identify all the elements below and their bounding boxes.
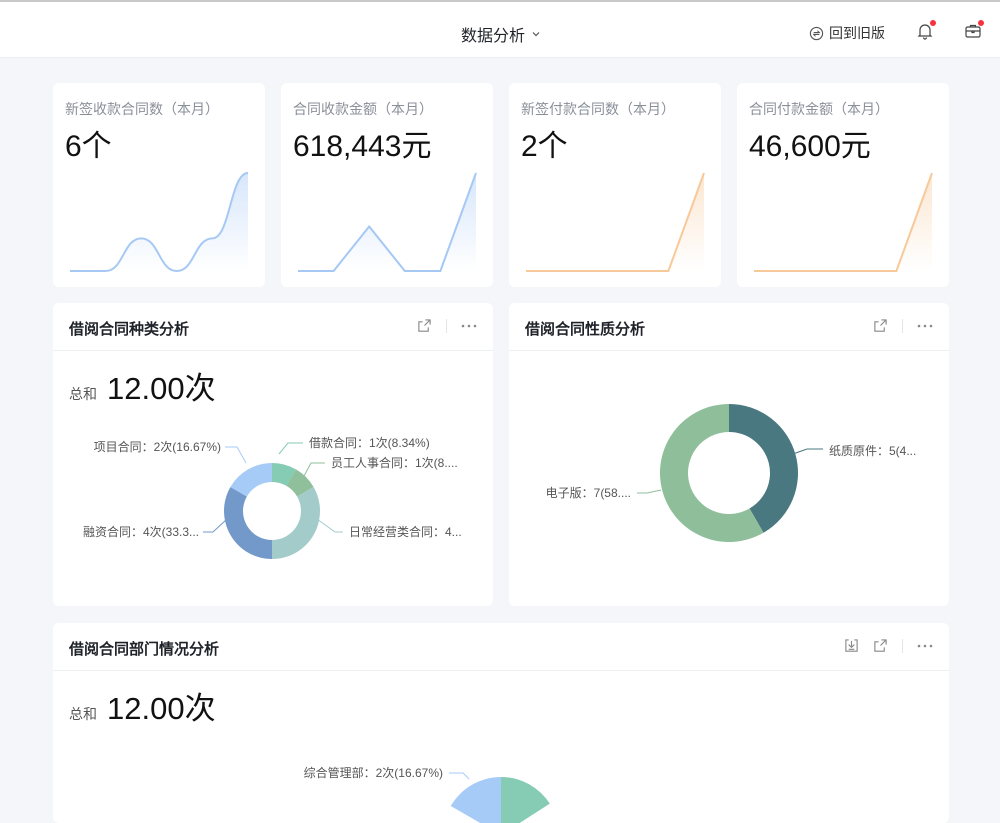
expand-icon[interactable] bbox=[873, 318, 888, 333]
panel-header: 借阅合同部门情况分析 bbox=[53, 623, 949, 671]
switch-icon bbox=[809, 26, 824, 40]
slice-label: 综合管理部：2次(16.67%) bbox=[304, 765, 443, 780]
sum-value: 12.00次 bbox=[107, 691, 216, 726]
expand-icon[interactable] bbox=[417, 318, 432, 333]
slice-label: 融资合同：4次(33.3... bbox=[83, 524, 199, 539]
label-leader-line bbox=[449, 772, 470, 780]
department-pie-chart: 综合管理部：2次(16.67%) bbox=[304, 765, 550, 823]
slice-label: 日常经营类合同：4... bbox=[349, 524, 462, 539]
label-leader-line bbox=[278, 442, 303, 455]
pie-slice[interactable] bbox=[729, 404, 798, 533]
expand-icon[interactable] bbox=[873, 638, 888, 653]
kpi-value: 2个 bbox=[521, 130, 568, 163]
kpi-card: 合同收款金额（本月） 618,443元 bbox=[281, 83, 493, 287]
back-to-old-version-button[interactable]: 回到旧版 bbox=[809, 23, 885, 43]
kpi-label: 合同收款金额（本月） bbox=[293, 101, 433, 117]
contract-type-donut-chart: 借款合同：1次(8.34%) 员工人事合同：1次(8.... 日常经营类合同：4..… bbox=[83, 435, 462, 559]
pie-slice[interactable] bbox=[660, 404, 764, 542]
notification-dot bbox=[930, 20, 936, 26]
label-leader-line bbox=[316, 518, 343, 533]
sparkline bbox=[526, 172, 705, 272]
pie-slice[interactable] bbox=[501, 777, 550, 823]
chevron-down-icon bbox=[532, 32, 540, 37]
kpi-card: 新签收款合同数（本月） 6个 bbox=[53, 83, 265, 287]
slice-label: 项目合同：2次(16.67%) bbox=[94, 439, 221, 454]
pie-slice[interactable] bbox=[286, 469, 314, 497]
more-icon[interactable] bbox=[461, 324, 477, 328]
contract-nature-panel: 借阅合同性质分析 纸质原件：5(4... 电子版：7(58.... bbox=[509, 303, 949, 606]
more-icon[interactable] bbox=[917, 644, 933, 648]
label-leader-line bbox=[637, 489, 662, 494]
sparkline-area bbox=[754, 173, 932, 271]
sum-value: 12.00次 bbox=[107, 371, 216, 406]
bell-icon bbox=[917, 24, 933, 40]
divider bbox=[446, 318, 447, 333]
divider bbox=[902, 638, 903, 653]
pie-slice[interactable] bbox=[272, 487, 320, 559]
sparkline-line bbox=[70, 172, 249, 273]
pie-slice[interactable] bbox=[224, 487, 272, 559]
sparkline-line bbox=[298, 172, 477, 272]
kpi-label: 新签收款合同数（本月） bbox=[65, 101, 219, 117]
panel-title: 借阅合同性质分析 bbox=[525, 321, 646, 338]
slice-label: 借款合同：1次(8.34%) bbox=[309, 435, 430, 450]
divider bbox=[902, 318, 903, 333]
notification-button[interactable] bbox=[916, 20, 936, 40]
contract-type-panel: 借阅合同种类分析 总和 12.00次 借款合同：1次(8.34%) 员工人事合同：1… bbox=[53, 303, 493, 606]
workbench-dot bbox=[978, 20, 984, 26]
label-leader-line bbox=[203, 518, 228, 533]
sparkline bbox=[298, 172, 477, 272]
kpi-label: 合同付款金额（本月） bbox=[749, 101, 889, 117]
panel-title: 借阅合同种类分析 bbox=[69, 321, 190, 338]
more-icon[interactable] bbox=[917, 324, 933, 328]
pie-slice[interactable] bbox=[272, 463, 296, 486]
sparkline-area bbox=[298, 173, 476, 271]
pie-slice[interactable] bbox=[450, 777, 501, 823]
sparkline-area bbox=[526, 173, 704, 271]
label-leader-line bbox=[302, 462, 325, 479]
slice-label: 员工人事合同：1次(8.... bbox=[331, 455, 458, 470]
kpi-value: 618,443元 bbox=[293, 130, 432, 163]
sparkline-line bbox=[526, 172, 705, 272]
sum-label: 总和 bbox=[69, 386, 97, 402]
label-leader-line bbox=[792, 448, 823, 455]
slice-label: 纸质原件：5(4... bbox=[829, 444, 916, 458]
kpi-card: 新签付款合同数（本月） 2个 bbox=[509, 83, 721, 287]
kpi-label: 新签付款合同数（本月） bbox=[521, 101, 675, 117]
top-bar: 数据分析 回到旧版 bbox=[0, 0, 1000, 58]
kpi-value: 46,600元 bbox=[749, 130, 871, 163]
sparkline bbox=[70, 172, 249, 273]
page-title: 数据分析 bbox=[461, 28, 526, 45]
panel-header: 借阅合同种类分析 bbox=[53, 303, 493, 351]
label-leader-line bbox=[225, 446, 247, 464]
back-to-old-version-label: 回到旧版 bbox=[829, 25, 885, 41]
department-panel: 借阅合同部门情况分析 总和 12.00次 综合管理部：2次(16.67%) bbox=[53, 623, 949, 823]
pie-slice[interactable] bbox=[230, 463, 272, 497]
workbench-button[interactable] bbox=[964, 20, 984, 40]
contract-nature-donut-chart: 纸质原件：5(4... 电子版：7(58.... bbox=[546, 404, 916, 542]
sparkline-line bbox=[754, 172, 933, 272]
sparkline bbox=[754, 172, 933, 272]
panel-title: 借阅合同部门情况分析 bbox=[69, 641, 220, 658]
sum-label: 总和 bbox=[69, 706, 97, 722]
download-icon[interactable] bbox=[844, 638, 859, 653]
kpi-card: 合同付款金额（本月） 46,600元 bbox=[737, 83, 949, 287]
sparkline-area bbox=[70, 173, 248, 271]
kpi-value: 6个 bbox=[65, 130, 112, 163]
panel-header: 借阅合同性质分析 bbox=[509, 303, 949, 351]
slice-label: 电子版：7(58.... bbox=[546, 486, 631, 500]
page-title-dropdown[interactable]: 数据分析 bbox=[461, 22, 541, 46]
briefcase-icon bbox=[965, 24, 981, 38]
